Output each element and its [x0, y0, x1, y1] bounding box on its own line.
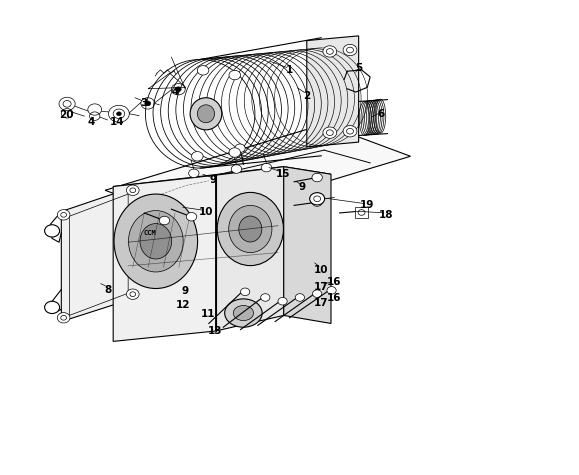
Circle shape [327, 286, 336, 294]
Circle shape [229, 70, 240, 80]
Ellipse shape [229, 205, 272, 253]
Circle shape [343, 44, 357, 56]
Text: 8: 8 [104, 285, 112, 295]
Circle shape [126, 185, 139, 196]
Circle shape [323, 127, 337, 138]
Text: 17: 17 [314, 282, 328, 292]
Circle shape [261, 163, 272, 172]
Circle shape [197, 66, 209, 75]
Text: 2: 2 [303, 91, 310, 101]
Circle shape [45, 301, 60, 314]
Circle shape [343, 125, 357, 137]
Circle shape [231, 165, 241, 173]
Text: 11: 11 [200, 310, 215, 320]
Circle shape [323, 46, 337, 57]
Circle shape [57, 313, 70, 323]
Text: 13: 13 [207, 326, 222, 336]
Circle shape [313, 290, 322, 297]
Text: 19: 19 [360, 200, 375, 210]
Circle shape [312, 198, 323, 206]
Text: 3: 3 [141, 98, 148, 108]
Circle shape [234, 144, 245, 152]
Text: 10: 10 [199, 208, 213, 218]
Polygon shape [113, 175, 216, 342]
Text: 9: 9 [181, 286, 188, 296]
Circle shape [186, 212, 197, 221]
Circle shape [126, 289, 139, 299]
Circle shape [175, 87, 181, 92]
Ellipse shape [129, 210, 183, 272]
Text: 4: 4 [172, 87, 179, 97]
Text: 14: 14 [109, 117, 124, 127]
Ellipse shape [239, 216, 262, 242]
Text: 9: 9 [299, 182, 306, 192]
Circle shape [229, 148, 240, 157]
Ellipse shape [140, 224, 171, 259]
Ellipse shape [217, 192, 284, 266]
Circle shape [312, 173, 323, 182]
Text: 4: 4 [87, 117, 94, 127]
Text: 5: 5 [355, 64, 362, 74]
Circle shape [116, 112, 121, 116]
Bar [354, 207, 368, 218]
Text: 15: 15 [276, 169, 290, 179]
Circle shape [57, 209, 70, 220]
Text: 6: 6 [377, 109, 384, 119]
Text: 18: 18 [379, 210, 394, 220]
Polygon shape [284, 167, 331, 323]
Text: 16: 16 [327, 293, 342, 303]
Circle shape [45, 225, 60, 237]
Circle shape [261, 294, 270, 301]
Circle shape [189, 169, 199, 178]
Ellipse shape [114, 194, 197, 288]
Circle shape [240, 288, 250, 295]
Ellipse shape [233, 305, 254, 321]
Text: 17: 17 [314, 298, 328, 308]
Circle shape [159, 216, 170, 225]
Polygon shape [307, 36, 358, 147]
Polygon shape [61, 187, 135, 322]
Polygon shape [105, 124, 411, 222]
Polygon shape [216, 167, 284, 331]
Circle shape [310, 193, 325, 205]
Circle shape [192, 152, 203, 161]
Text: 10: 10 [314, 265, 328, 275]
Ellipse shape [225, 299, 262, 327]
Text: 1: 1 [286, 65, 293, 75]
Text: 12: 12 [175, 300, 190, 310]
Text: 20: 20 [58, 110, 73, 120]
Ellipse shape [197, 105, 215, 123]
Text: CCM: CCM [144, 230, 156, 236]
Circle shape [145, 101, 151, 106]
Polygon shape [113, 167, 331, 194]
Text: 9: 9 [210, 175, 217, 185]
Text: 16: 16 [327, 277, 342, 287]
Ellipse shape [190, 98, 222, 130]
Circle shape [278, 297, 287, 305]
Circle shape [295, 294, 305, 301]
